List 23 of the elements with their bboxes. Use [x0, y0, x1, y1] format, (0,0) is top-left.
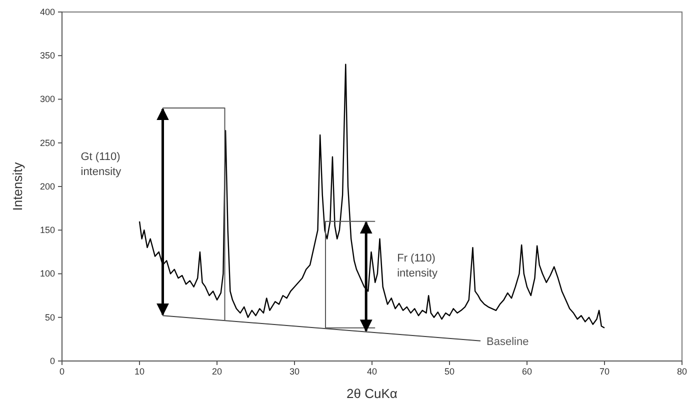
annotation: Fr (110) intensity [397, 252, 438, 280]
y-tick-label: 0 [50, 356, 55, 366]
annotation: Gt (110) intensity [80, 150, 122, 178]
x-axis-title: 2θ CuKα [346, 386, 398, 401]
y-tick-label: 200 [40, 181, 55, 192]
y-axis-title: Intensity [10, 162, 25, 211]
x-tick-label: 50 [444, 366, 455, 376]
x-tick-label: 0 [59, 366, 65, 376]
y-tick-label: 350 [40, 50, 55, 61]
y-tick-label: 300 [40, 94, 55, 104]
series-label: Baseline [486, 336, 529, 348]
x-tick-label: 40 [366, 366, 378, 376]
y-tick-label: 400 [40, 6, 55, 17]
x-tick-label: 70 [599, 366, 610, 376]
y-tick-label: 50 [44, 312, 55, 322]
x-tick-label: 80 [676, 366, 688, 376]
x-tick-label: 10 [134, 366, 145, 376]
y-tick-label: 100 [40, 268, 55, 279]
x-tick-label: 30 [289, 366, 300, 376]
x-tick-label: 20 [212, 366, 222, 376]
x-tick-label: 60 [522, 366, 532, 376]
y-tick-label: 250 [40, 138, 55, 148]
y-tick-label: 150 [40, 225, 55, 236]
